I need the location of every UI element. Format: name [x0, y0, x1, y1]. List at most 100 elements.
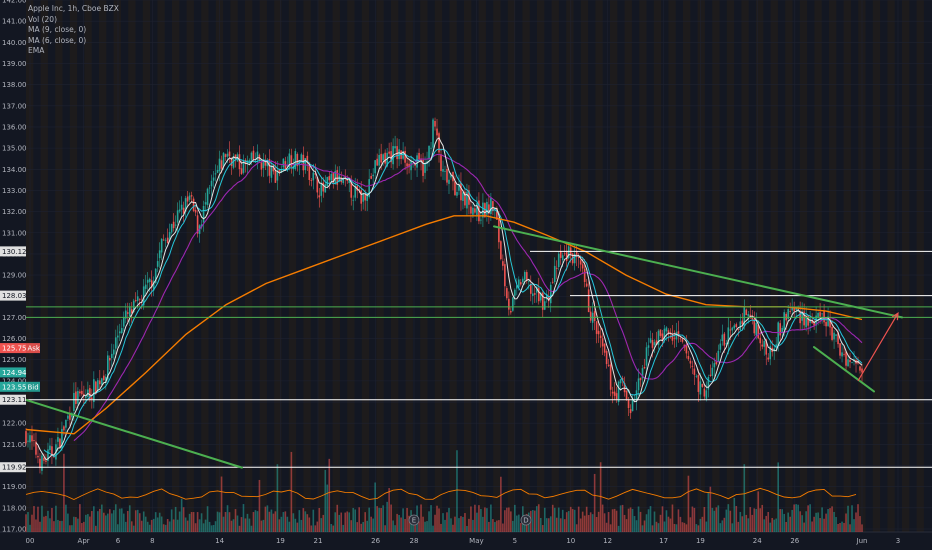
candle-body — [105, 376, 107, 383]
volume-bar — [516, 515, 518, 532]
volume-bar — [500, 476, 502, 532]
trend-line[interactable] — [25, 398, 243, 469]
price-badge-label: 124.94 — [2, 369, 27, 377]
candle-body — [108, 358, 111, 361]
session-band — [420, 0, 428, 532]
volume-bar — [440, 523, 442, 532]
volume-bar — [360, 523, 362, 532]
volume-bar — [456, 450, 458, 532]
session-band — [537, 0, 545, 532]
price-badge-tag — [26, 343, 40, 354]
session-band — [288, 0, 297, 532]
volume-bar — [442, 513, 444, 532]
price-badge — [0, 367, 26, 378]
volume-bar — [312, 509, 315, 532]
legend-ma-6[interactable]: MA (6, close, 0) — [28, 35, 87, 45]
volume-bar — [520, 522, 522, 532]
volume-bar — [801, 515, 803, 532]
trend-line[interactable] — [493, 225, 903, 319]
event-marker[interactable] — [520, 514, 532, 526]
volume-bar — [502, 523, 504, 532]
candle-body — [510, 311, 512, 313]
candle-body — [394, 146, 396, 149]
volume-bar — [170, 509, 173, 532]
candle-body — [701, 383, 704, 387]
candle-body — [368, 179, 370, 197]
volume-bar — [575, 524, 578, 532]
legend-ma-9[interactable]: MA (9, close, 0) — [28, 25, 87, 34]
candle-body — [603, 343, 606, 353]
y-tick-label: 118.00 — [2, 504, 27, 512]
session-band — [303, 0, 311, 532]
candle-body — [242, 161, 245, 173]
x-tick-label: 12 — [603, 537, 612, 545]
volume-bar — [45, 515, 47, 532]
volume-bar — [382, 505, 384, 532]
legend-symbol[interactable]: Apple Inc, 1h, Cboe BZX — [28, 4, 119, 13]
candle-body — [230, 157, 233, 166]
volume-bar — [244, 518, 247, 532]
candle-body — [569, 247, 572, 255]
candle-body — [541, 292, 544, 310]
volume-bar — [478, 505, 480, 532]
session-band — [113, 0, 121, 532]
volume-bar — [486, 508, 488, 532]
volume-bar — [248, 518, 251, 532]
candle-body — [77, 391, 79, 404]
volume-bar — [73, 516, 75, 532]
volume-bar — [476, 512, 478, 532]
volume-bar — [595, 516, 598, 532]
volume-bar — [480, 509, 482, 532]
price-badge — [0, 343, 26, 354]
y-tick-label: 138.00 — [2, 81, 27, 89]
candle-body — [775, 344, 778, 347]
event-marker[interactable] — [408, 514, 420, 526]
candle-body — [615, 393, 618, 400]
candle-body — [212, 177, 215, 181]
x-tick-label: 19 — [276, 537, 285, 545]
volume-bar — [555, 517, 558, 532]
candle-body — [314, 173, 317, 175]
candle-body — [404, 150, 406, 163]
candle-body — [717, 350, 720, 362]
volume-bar — [246, 513, 249, 532]
candle-body — [827, 316, 829, 326]
candle-body — [248, 160, 251, 164]
candle-body — [142, 286, 145, 306]
candle-body — [849, 359, 851, 363]
volume-bar — [689, 517, 692, 532]
price-badge-label: 128.03 — [2, 292, 27, 300]
candle-body — [220, 160, 223, 169]
x-tick-label: Jun — [856, 537, 868, 545]
candle-body — [91, 397, 93, 399]
candle-body — [829, 319, 831, 328]
volume-bar — [549, 516, 552, 532]
candle-body — [226, 153, 229, 157]
volume-bar — [71, 525, 73, 532]
candle-body — [45, 460, 47, 462]
session-band — [683, 0, 691, 532]
volume-bar — [733, 497, 736, 532]
volume-bar — [498, 520, 500, 532]
candle-body — [178, 209, 181, 212]
candle-body — [723, 333, 726, 346]
candle-body — [781, 327, 783, 333]
candle-body — [322, 182, 325, 192]
candle-body — [805, 317, 807, 328]
candle-body — [134, 300, 137, 302]
candle-body — [304, 157, 307, 171]
projection-arrow[interactable] — [857, 312, 899, 382]
volume-bar — [196, 512, 199, 532]
candle-body — [462, 192, 464, 201]
candle-body — [438, 133, 440, 153]
volume-bar — [350, 520, 353, 532]
legend-ema[interactable]: EMA — [28, 46, 45, 55]
volume-bar — [162, 524, 165, 532]
trend-line[interactable] — [813, 346, 875, 393]
volume-bar — [571, 509, 574, 532]
y-tick-label: 135.00 — [2, 145, 27, 153]
x-tick-label: 17 — [659, 537, 668, 545]
legend-volume[interactable]: Vol (20) — [28, 14, 58, 24]
candle-body — [348, 180, 351, 183]
